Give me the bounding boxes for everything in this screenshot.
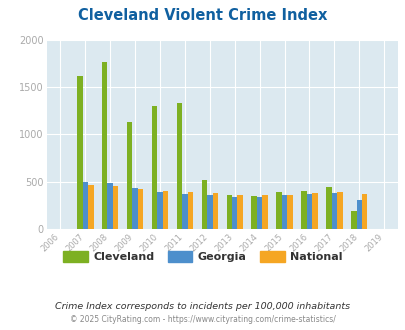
Bar xyxy=(138,188,143,229)
Bar xyxy=(162,191,168,229)
Bar xyxy=(276,192,281,229)
Bar xyxy=(102,62,107,229)
Bar xyxy=(187,192,193,229)
Text: Crime Index corresponds to incidents per 100,000 inhabitants: Crime Index corresponds to incidents per… xyxy=(55,302,350,311)
Bar xyxy=(226,195,231,229)
Bar xyxy=(301,191,306,229)
Legend: Cleveland, Georgia, National: Cleveland, Georgia, National xyxy=(59,247,346,267)
Bar xyxy=(361,194,367,229)
Bar xyxy=(207,195,212,229)
Bar xyxy=(331,193,336,229)
Bar xyxy=(325,187,331,229)
Bar xyxy=(107,183,113,229)
Bar xyxy=(336,192,342,229)
Bar xyxy=(88,185,93,229)
Bar xyxy=(82,182,88,229)
Bar xyxy=(77,76,82,229)
Bar xyxy=(151,106,157,229)
Bar xyxy=(132,188,138,229)
Text: © 2025 CityRating.com - https://www.cityrating.com/crime-statistics/: © 2025 CityRating.com - https://www.city… xyxy=(70,315,335,324)
Bar xyxy=(251,196,256,229)
Bar xyxy=(231,197,237,229)
Bar xyxy=(176,103,182,229)
Bar xyxy=(127,122,132,229)
Bar xyxy=(157,192,162,229)
Bar xyxy=(311,193,317,229)
Bar xyxy=(182,194,187,229)
Bar xyxy=(356,200,361,229)
Bar xyxy=(287,195,292,229)
Bar xyxy=(256,197,262,229)
Bar xyxy=(201,180,207,229)
Bar xyxy=(262,195,267,229)
Bar xyxy=(306,194,311,229)
Bar xyxy=(350,211,356,229)
Bar xyxy=(212,193,217,229)
Text: Cleveland Violent Crime Index: Cleveland Violent Crime Index xyxy=(78,8,327,23)
Bar xyxy=(281,195,287,229)
Bar xyxy=(113,186,118,229)
Bar xyxy=(237,195,242,229)
